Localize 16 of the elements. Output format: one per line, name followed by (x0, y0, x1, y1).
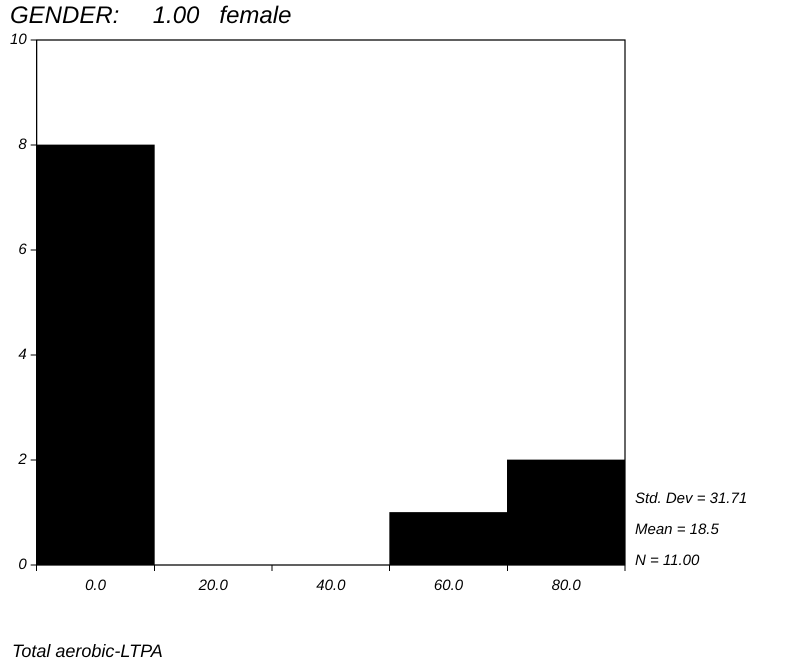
x-tick-label: 0.0 (85, 577, 107, 594)
y-tick-label: 4 (18, 346, 27, 364)
x-tick-label: 20.0 (198, 577, 228, 594)
y-tick-label: 10 (10, 31, 28, 48)
text: N = 11.00 (635, 552, 700, 570)
chart-title: GENDER: 1.00 female (10, 2, 292, 29)
y-tick-label: 2 (17, 451, 28, 468)
y-tick-label: 0 (18, 556, 28, 574)
x-tick-label: 40.0 (316, 577, 346, 594)
text: Std. Dev = 31.71 (635, 490, 748, 508)
x-tick-label: 80.0 (552, 577, 582, 594)
y-tick-label: 8 (18, 136, 28, 154)
text: Mean = 18.5 (635, 521, 720, 538)
y-tick-label: 6 (18, 241, 28, 258)
x-axis-title: Total aerobic-LTPA (12, 641, 163, 661)
x-tick-label: 60.0 (434, 577, 464, 594)
